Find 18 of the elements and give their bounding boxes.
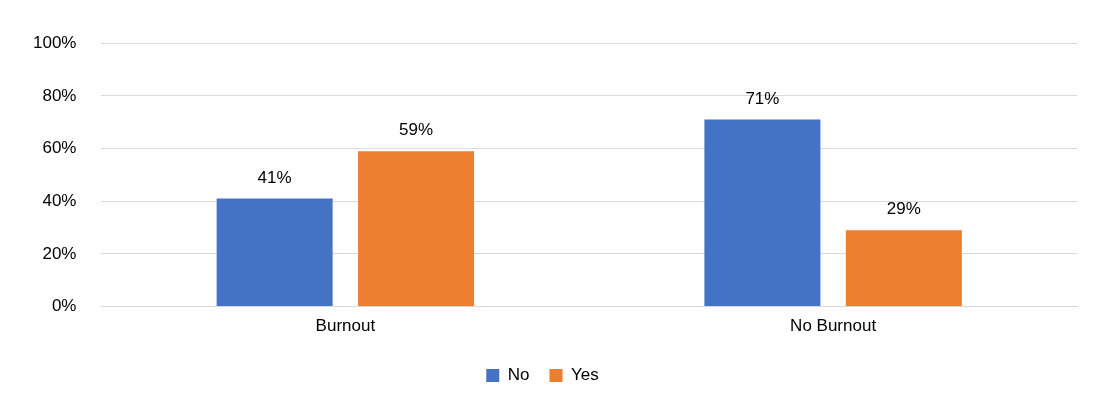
y-tick-label: 0% bbox=[51, 296, 77, 316]
bar bbox=[216, 198, 333, 307]
y-tick-label: 40% bbox=[42, 190, 77, 210]
data-label: 59% bbox=[399, 120, 434, 140]
y-tick-label: 80% bbox=[42, 85, 77, 105]
y-tick-label: 60% bbox=[42, 138, 77, 158]
bar bbox=[358, 151, 475, 307]
data-label: 71% bbox=[745, 88, 780, 108]
legend-label: Yes bbox=[571, 365, 599, 385]
legend-label: No bbox=[507, 365, 530, 385]
data-label: 41% bbox=[257, 167, 292, 187]
x-tick-label: Burnout bbox=[315, 316, 376, 336]
bar bbox=[704, 119, 821, 307]
x-tick-label: No Burnout bbox=[790, 316, 877, 336]
bar bbox=[845, 230, 962, 307]
data-label: 29% bbox=[886, 199, 921, 219]
y-tick-label: 100% bbox=[33, 32, 77, 52]
y-tick-label: 20% bbox=[42, 243, 77, 263]
